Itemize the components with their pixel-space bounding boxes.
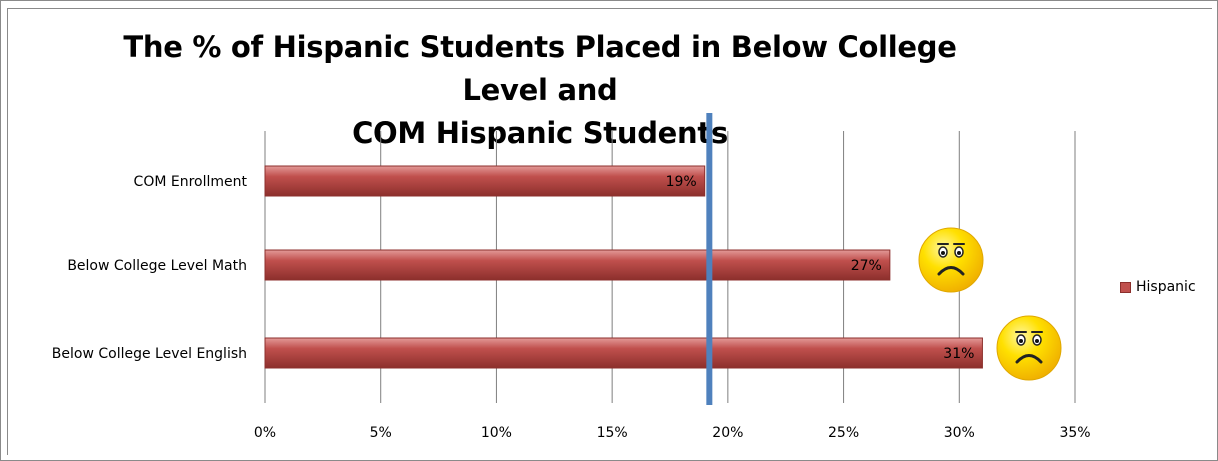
data-label: 19%	[666, 174, 697, 190]
category-label: Below College Level English	[52, 346, 247, 362]
chart-area-border	[7, 8, 1212, 455]
legend-label-hispanic: Hispanic	[1136, 279, 1196, 295]
chart-title-line-1: The % of Hispanic Students Placed in Bel…	[123, 30, 957, 107]
x-tick-label: 35%	[1059, 425, 1090, 441]
x-tick-label: 0%	[254, 425, 276, 441]
data-label: 27%	[851, 258, 882, 274]
x-tick-label: 20%	[712, 425, 743, 441]
bars	[264, 165, 983, 369]
sad-face-markers	[918, 227, 1062, 381]
category-label: Below College Level Math	[67, 258, 247, 274]
legend: Hispanic	[1120, 279, 1196, 295]
x-tick-label: 30%	[944, 425, 975, 441]
bar	[264, 165, 706, 197]
x-tick-label: 25%	[828, 425, 859, 441]
chart-title-line-2: COM Hispanic Students	[352, 116, 728, 150]
sad-face-icon	[996, 315, 1062, 381]
bar	[264, 337, 983, 369]
bar	[264, 249, 891, 281]
legend-swatch-hispanic	[1120, 281, 1131, 293]
data-label: 31%	[943, 346, 974, 362]
labels: 0% 5% 10% 15% 20% 25% 30% 35% COM Enrollment 19% B…	[52, 174, 1091, 441]
x-tick-label: 15%	[597, 425, 628, 441]
category-label: COM Enrollment	[134, 174, 248, 190]
x-tick-label: 5%	[370, 425, 392, 441]
sad-face-icon	[918, 227, 984, 293]
x-tick-label: 10%	[481, 425, 512, 441]
chart-title: The % of Hispanic Students Placed in Bel…	[110, 26, 970, 155]
